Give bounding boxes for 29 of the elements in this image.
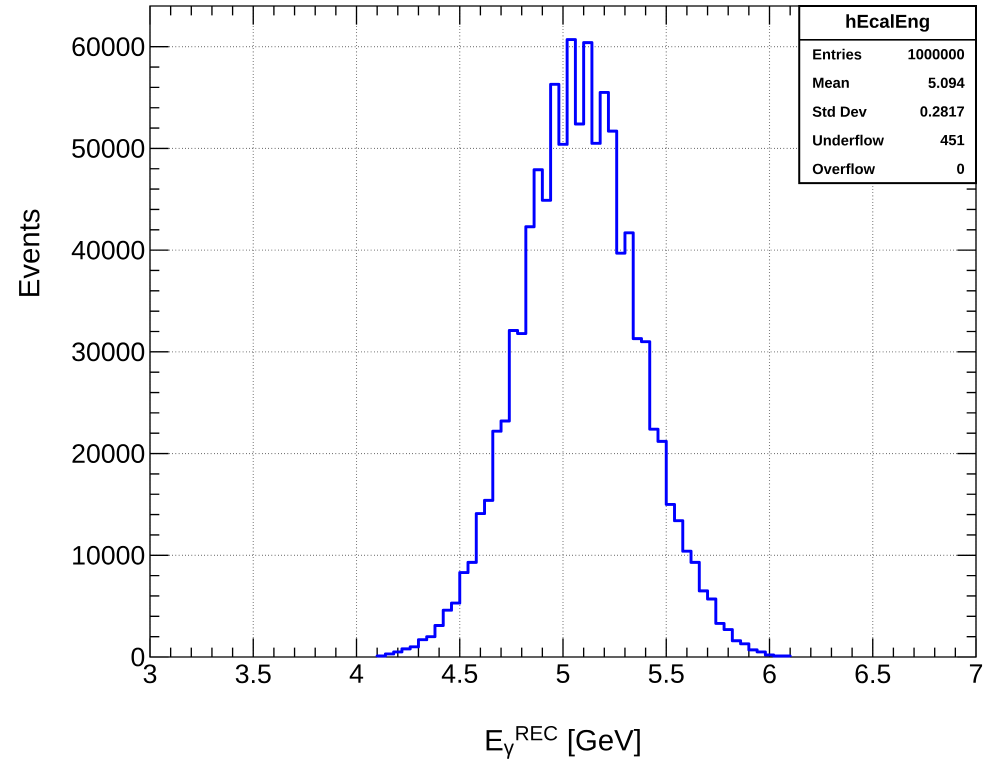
y-tick-label: 0 (132, 648, 144, 666)
y-tick-label: 10000 (73, 546, 144, 565)
annotation: 5.094 (928, 78, 965, 88)
x-tick-label: 3 (144, 664, 156, 684)
x-tick-label: 4.5 (442, 664, 478, 683)
x-tick-label: 7 (970, 664, 982, 683)
x-tick-label: 5.5 (648, 664, 684, 683)
annotation: Overflow (812, 163, 875, 174)
y-axis-title: Events (19, 210, 40, 296)
annotation: Underflow (813, 134, 884, 146)
chart-title: hEcalEng (846, 14, 929, 32)
annotation: 1000000 (908, 49, 964, 60)
y-tick-label: 50000 (72, 138, 144, 158)
x-tick-label: 3.5 (236, 664, 271, 684)
x-tick-label: 5 (556, 664, 570, 683)
y-tick-label: 40000 (72, 240, 144, 260)
x-tick-label: 4 (350, 664, 364, 683)
annotation: Mean (813, 78, 849, 88)
annotation: Entries (813, 48, 862, 60)
y-tick-label: 20000 (72, 444, 144, 463)
annotation: 451 (940, 135, 964, 146)
y-tick-label: 30000 (72, 342, 144, 362)
annotation: 0 (957, 164, 964, 174)
y-tick-label: 60000 (72, 37, 144, 56)
x-tick-label: 6 (763, 664, 776, 684)
x-axis-title: E$_{γ}$$^{REC}$ [GeV] (486, 726, 640, 759)
annotation: Std Dev (812, 106, 867, 117)
annotation: 0.2817 (920, 106, 964, 117)
x-tick-label: 6.5 (856, 664, 890, 684)
